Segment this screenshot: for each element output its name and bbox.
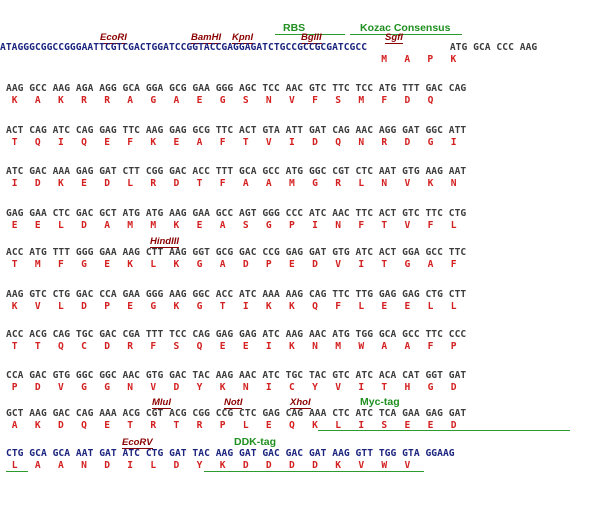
site-sgfi: SgfI <box>385 32 403 44</box>
dna-row-0-prefix: ATAGGGCGGCCGGGAATTCGTCGACTGGATCCGGTACCGA… <box>0 42 368 53</box>
dna-row-2: ACT CAG ATC CAG GAG TTC AAG GAG GCG TTC … <box>6 125 467 136</box>
aa-row-1: K A K R R A G A E G S N V F S M F D Q <box>6 95 434 106</box>
aa-row-10: L A A N D I L D Y K D D D D K V W V <box>6 460 411 471</box>
aa-row-5: T M F G E K L K G A D P E D V I T G A F <box>6 259 457 270</box>
aa-row-6: K V L D P E G K G T I K K Q F L E E L L <box>6 301 457 312</box>
dna-row-10: CTG GCA GCA AAT GAT ATC CTG GAT TAC AAG … <box>6 448 455 459</box>
site-noti: NotI <box>224 397 243 409</box>
site-ecorv: EcoRV <box>122 437 153 449</box>
feature-kozac-label: Kozac Consensus <box>360 22 451 34</box>
site-bamhi: BamHI <box>191 32 222 44</box>
aa-row-9: A K D Q E T R T R P L E Q K L I S E E D <box>6 420 457 431</box>
feature-myc-line-end <box>6 471 28 472</box>
site-hindiii: HindIII <box>150 236 180 248</box>
dna-row-4: GAG GAA CTC GAC GCT ATG ATG AAG GAA GCC … <box>6 208 467 219</box>
dna-row-8: CCA GAC GTG GGC GGC AAC GTG GAC TAC AAG … <box>6 370 467 381</box>
aa-row-3: I D K E D L R D T F A A M G R L N V K N <box>6 178 457 189</box>
aa-row-4: E E L D A M M K E A S G P I N F T V F L <box>6 220 457 231</box>
feature-myc-label: Myc-tag <box>360 396 400 408</box>
feature-myc-line <box>318 430 570 431</box>
site-bglii: BglII <box>301 32 322 44</box>
site-mlui: MluI <box>152 397 171 409</box>
dna-row-0: ATG GCA CCC AAG <box>444 42 538 53</box>
dna-row-1: AAG GCC AAG AGA AGG GCA GGA GCG GAA GGG … <box>6 83 467 94</box>
dna-row-7: ACC ACG CAG TGC GAC CGA TTT TCC CAG GAG … <box>6 329 467 340</box>
site-kpni: KpnI <box>232 32 254 44</box>
feature-ddk-label: DDK-tag <box>234 436 276 448</box>
site-ecori: EcoRI <box>100 32 127 44</box>
feature-ddk-line <box>204 471 424 472</box>
aa-row-0: M A P K <box>0 54 457 65</box>
dna-row-9: GCT AAG GAC CAG AAA ACG CGT ACG CGG CCG … <box>6 408 467 419</box>
feature-kozac-line <box>350 34 462 35</box>
aa-row-2: T Q I Q E F K E A F T V I D Q N R D G I <box>6 137 457 148</box>
site-xhoi: XhoI <box>290 397 311 409</box>
feature-rbs-label: RBS <box>283 22 306 34</box>
dna-row-6: AAG GTC CTG GAC CCA GAA GGG AAG GGC ACC … <box>6 289 467 300</box>
aa-row-7: T T Q C D R F S Q E E I K N M W A A F P <box>6 341 457 352</box>
feature-rbs-line <box>275 34 345 35</box>
dna-row-5: ACC ATG TTT GGG GAA AAG CTT AAG GGT GCG … <box>6 247 467 258</box>
dna-row-3: ATC GAC AAA GAG GAT CTT CGG GAC ACC TTT … <box>6 166 467 177</box>
aa-row-8: P D V G G N V D Y K N I C Y V I T H G D <box>6 382 457 393</box>
